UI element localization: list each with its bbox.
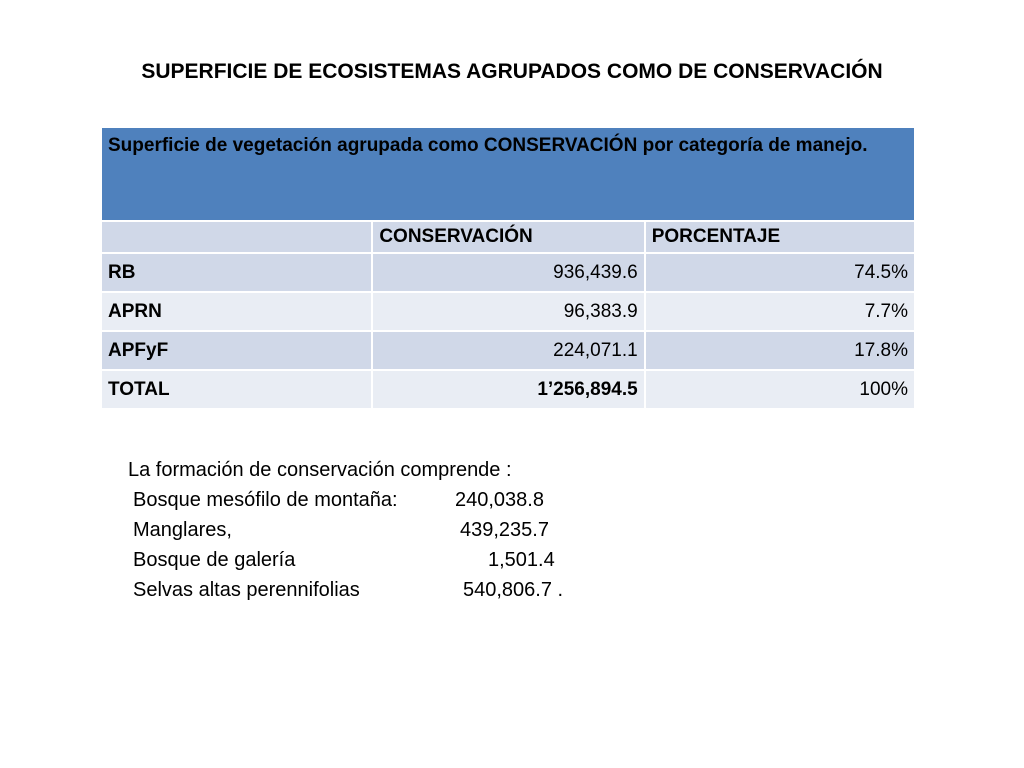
row-label-total: TOTAL [99, 369, 374, 410]
row-porcentaje-total: 100% [643, 369, 917, 410]
conservation-table: Superficie de vegetación agrupada como C… [99, 126, 917, 410]
list-item: Manglares, 439,235.7 [128, 515, 549, 545]
table-row: APFyF 224,071.1 17.8% [99, 330, 917, 371]
table-header-row: CONSERVACIÓN PORCENTAJE [99, 220, 917, 254]
row-label-apfyf: APFyF [99, 330, 374, 371]
slide-title: SUPERFICIE DE ECOSISTEMAS AGRUPADOS COMO… [141, 60, 883, 83]
note-value-bosque-galeria: 1,501.4 [488, 549, 555, 571]
row-label-rb: RB [99, 252, 374, 293]
header-conservacion: CONSERVACIÓN [371, 220, 646, 254]
note-label-bosque-galeria: Bosque de galería [133, 549, 296, 571]
row-porcentaje-aprn: 7.7% [643, 291, 917, 332]
notes-block: La formación de conservación comprende :… [128, 455, 563, 605]
row-conservacion-rb: 936,439.6 [371, 252, 646, 293]
header-porcentaje: PORCENTAJE [643, 220, 917, 254]
table-caption: Superficie de vegetación agrupada como C… [100, 126, 916, 222]
list-item: Selvas altas perennifolias 540,806.7 . [128, 575, 563, 605]
row-porcentaje-rb: 74.5% [643, 252, 917, 293]
row-porcentaje-apfyf: 17.8% [643, 330, 917, 371]
notes-intro: La formación de conservación comprende : [128, 459, 512, 481]
list-item: Bosque de galería 1,501.4 [128, 545, 555, 575]
note-label-bosque-mesofilo: Bosque mesófilo de montaña: [133, 489, 398, 511]
table-row: TOTAL 1’256,894.5 100% [99, 369, 917, 410]
table-row: RB 936,439.6 74.5% [99, 252, 917, 293]
row-conservacion-aprn: 96,383.9 [371, 291, 646, 332]
row-label-aprn: APRN [99, 291, 374, 332]
note-label-selvas-altas: Selvas altas perennifolias [133, 579, 360, 601]
row-conservacion-total: 1’256,894.5 [371, 369, 646, 410]
note-value-manglares: 439,235.7 [460, 519, 549, 541]
header-empty-cell [99, 220, 374, 254]
note-value-bosque-mesofilo: 240,038.8 [455, 489, 544, 511]
list-item: Bosque mesófilo de montaña: 240,038.8 [128, 485, 544, 515]
note-label-manglares: Manglares, [133, 519, 232, 541]
note-value-selvas-altas: 540,806.7 . [463, 579, 564, 601]
table-caption-row: Superficie de vegetación agrupada como C… [100, 126, 916, 222]
table-row: APRN 96,383.9 7.7% [99, 291, 917, 332]
row-conservacion-apfyf: 224,071.1 [371, 330, 646, 371]
